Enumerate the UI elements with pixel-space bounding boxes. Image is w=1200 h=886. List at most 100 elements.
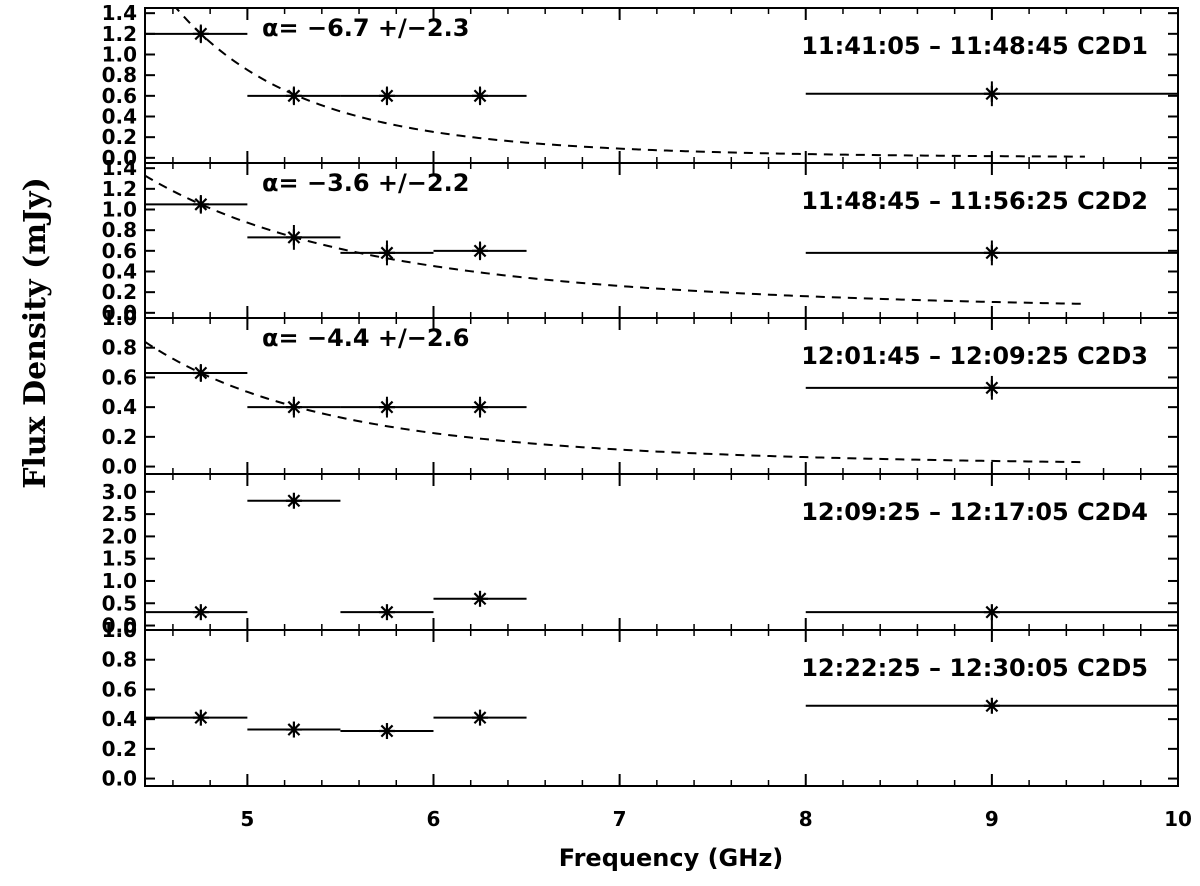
panel-3: 0.0 0.2 0.4 0.6 0.8 1.0 12:01:45 – 12:09:25 C2… xyxy=(102,306,1179,479)
data-point xyxy=(983,379,1000,396)
data-point-stroke xyxy=(380,400,394,414)
panel-plot-area xyxy=(145,341,1178,464)
y-tick-label: 0.5 xyxy=(102,591,137,615)
y-tick-label: 0.8 xyxy=(102,63,137,87)
data-point xyxy=(192,25,209,42)
y-tick-label: 0.4 xyxy=(102,105,137,129)
panel-time-label: 12:09:25 – 12:17:05 C2D4 xyxy=(801,498,1148,526)
y-tick-label: 1.4 xyxy=(102,1,137,25)
y-tick-label: 0.6 xyxy=(102,239,137,263)
y-axis-title: Flux Density (mJy) xyxy=(18,177,53,489)
data-point-stroke xyxy=(473,711,487,725)
x-tick-label: 10 xyxy=(1164,807,1192,831)
data-point-stroke xyxy=(287,231,301,244)
y-tick-label: 0.6 xyxy=(102,84,137,108)
data-point xyxy=(472,590,489,607)
data-point-stroke xyxy=(473,592,487,606)
y-tick-label: 0.8 xyxy=(102,648,137,672)
y-tick-label: 0.0 xyxy=(102,146,137,170)
x-tick-label: 7 xyxy=(613,807,627,831)
data-point-stroke xyxy=(194,366,208,380)
y-tick-label: 0.2 xyxy=(102,425,137,449)
panel-plot-area xyxy=(145,697,1178,740)
data-point-stroke xyxy=(985,381,999,395)
y-tick-label: 0.4 xyxy=(102,260,137,284)
y-tick-label: 1.0 xyxy=(102,618,137,642)
y-tick-label: 0.2 xyxy=(102,737,137,761)
data-point xyxy=(285,399,302,416)
x-tick-label: 5 xyxy=(240,807,254,831)
y-tick-label: 0.0 xyxy=(102,301,137,325)
data-point xyxy=(192,364,209,381)
y-tick-label: 0.2 xyxy=(102,280,137,304)
data-point xyxy=(378,244,395,261)
data-point xyxy=(472,709,489,726)
y-tick-label: 1.2 xyxy=(102,22,137,46)
panel-plot-area xyxy=(145,174,1178,305)
data-point xyxy=(472,242,489,259)
power-law-fit-curve xyxy=(145,341,1085,464)
y-tick-label: 0.4 xyxy=(102,707,137,731)
panel-plot-area xyxy=(145,8,1178,158)
panel-4: 0.00.51.01.52.02.53.0 12:09:25 – 12:17:05… xyxy=(102,473,1179,638)
data-point-stroke xyxy=(287,494,301,508)
panel-frame xyxy=(144,629,1179,787)
y-tick-label: 0.6 xyxy=(102,365,137,389)
data-point xyxy=(285,492,302,509)
data-point-stroke xyxy=(985,246,999,260)
y-tick-label: 0.0 xyxy=(102,767,137,791)
panel-2: 0.00.20.40.60.81.01.21.4 11:48:45 – 11:56… xyxy=(102,156,1179,325)
data-point xyxy=(983,85,1000,102)
panel-time-label: 11:41:05 – 11:48:45 C2D1 xyxy=(801,32,1148,60)
data-point-stroke xyxy=(194,711,208,725)
y-tick-label: 0.0 xyxy=(102,455,137,479)
data-point-stroke xyxy=(985,699,999,713)
data-point-stroke xyxy=(473,244,487,258)
data-point xyxy=(378,723,395,740)
panel-time-label: 12:22:25 – 12:30:05 C2D5 xyxy=(801,654,1148,682)
y-tick-label: 1.4 xyxy=(102,156,137,180)
data-point xyxy=(983,697,1000,714)
y-tick-label: 0.0 xyxy=(102,614,137,638)
y-tick-label: 0.6 xyxy=(102,677,137,701)
spectral-index-annotation: α= −6.7 +/−2.3 xyxy=(262,14,469,42)
data-point xyxy=(983,244,1000,261)
data-point xyxy=(472,399,489,416)
y-tick-label: 1.0 xyxy=(102,306,137,330)
x-axis-title: Frequency (GHz) xyxy=(559,844,784,872)
y-tick-label: 1.5 xyxy=(102,547,137,571)
y-tick-label: 0.4 xyxy=(102,395,137,419)
data-point-stroke xyxy=(287,400,301,414)
spectral-index-annotation: α= −4.4 +/−2.6 xyxy=(262,324,469,352)
panel-time-label: 11:48:45 – 11:56:25 C2D2 xyxy=(801,187,1148,215)
power-law-fit-curve xyxy=(145,174,1085,305)
data-point-stroke xyxy=(380,89,394,103)
y-tick-label: 0.2 xyxy=(102,125,137,149)
x-tick-label: 6 xyxy=(427,807,441,831)
y-tick-label: 0.8 xyxy=(102,336,137,360)
y-tick-label: 1.0 xyxy=(102,198,137,222)
data-point xyxy=(472,87,489,104)
y-tick-label: 3.0 xyxy=(102,480,137,504)
data-point xyxy=(192,604,209,621)
data-point xyxy=(285,229,302,246)
data-point-stroke xyxy=(380,724,394,738)
data-point-stroke xyxy=(380,605,394,619)
data-point-stroke xyxy=(473,400,487,414)
data-point xyxy=(378,604,395,621)
data-point-stroke xyxy=(380,246,394,260)
data-point-stroke xyxy=(985,605,999,619)
data-point xyxy=(378,87,395,104)
data-point-stroke xyxy=(473,89,487,103)
spectral-index-annotation: α= −3.6 +/−2.2 xyxy=(262,169,469,197)
panel-time-label: 12:01:45 – 12:09:25 C2D3 xyxy=(801,342,1148,370)
data-point-stroke xyxy=(194,605,208,619)
y-tick-label: 1.0 xyxy=(102,43,137,67)
data-point-stroke xyxy=(287,89,301,103)
data-point xyxy=(285,721,302,738)
y-tick-label: 0.8 xyxy=(102,218,137,242)
data-point-stroke xyxy=(985,87,999,101)
panel-5: 0.0 0.2 0.4 0.6 0.8 1.0 12:22:25 – 12:30:05 C2… xyxy=(102,618,1179,791)
y-tick-label: 1.0 xyxy=(102,569,137,593)
